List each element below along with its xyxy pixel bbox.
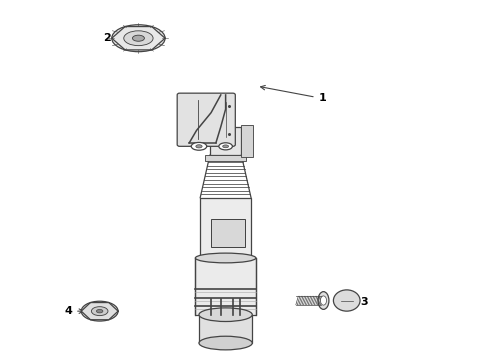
Ellipse shape [91,307,108,316]
Text: 3: 3 [346,297,368,307]
Bar [199,315,252,343]
Ellipse shape [320,296,326,305]
Ellipse shape [219,143,232,150]
Ellipse shape [191,143,207,150]
Text: 2: 2 [103,33,125,43]
Bar [205,155,246,161]
Ellipse shape [97,309,103,313]
Ellipse shape [196,145,202,148]
Ellipse shape [223,145,228,148]
Bar [242,125,253,157]
Ellipse shape [199,308,252,321]
Ellipse shape [199,336,252,350]
Ellipse shape [132,35,145,41]
Bar [200,198,251,258]
Ellipse shape [196,253,256,263]
Bar [196,258,256,315]
FancyBboxPatch shape [177,93,235,146]
Bar [210,127,242,155]
Ellipse shape [333,290,360,311]
Bar [211,219,245,247]
Ellipse shape [112,25,165,52]
Text: 4: 4 [64,306,83,316]
Text: 1: 1 [261,85,326,103]
Ellipse shape [318,292,329,309]
Ellipse shape [81,301,118,321]
Ellipse shape [124,31,153,46]
